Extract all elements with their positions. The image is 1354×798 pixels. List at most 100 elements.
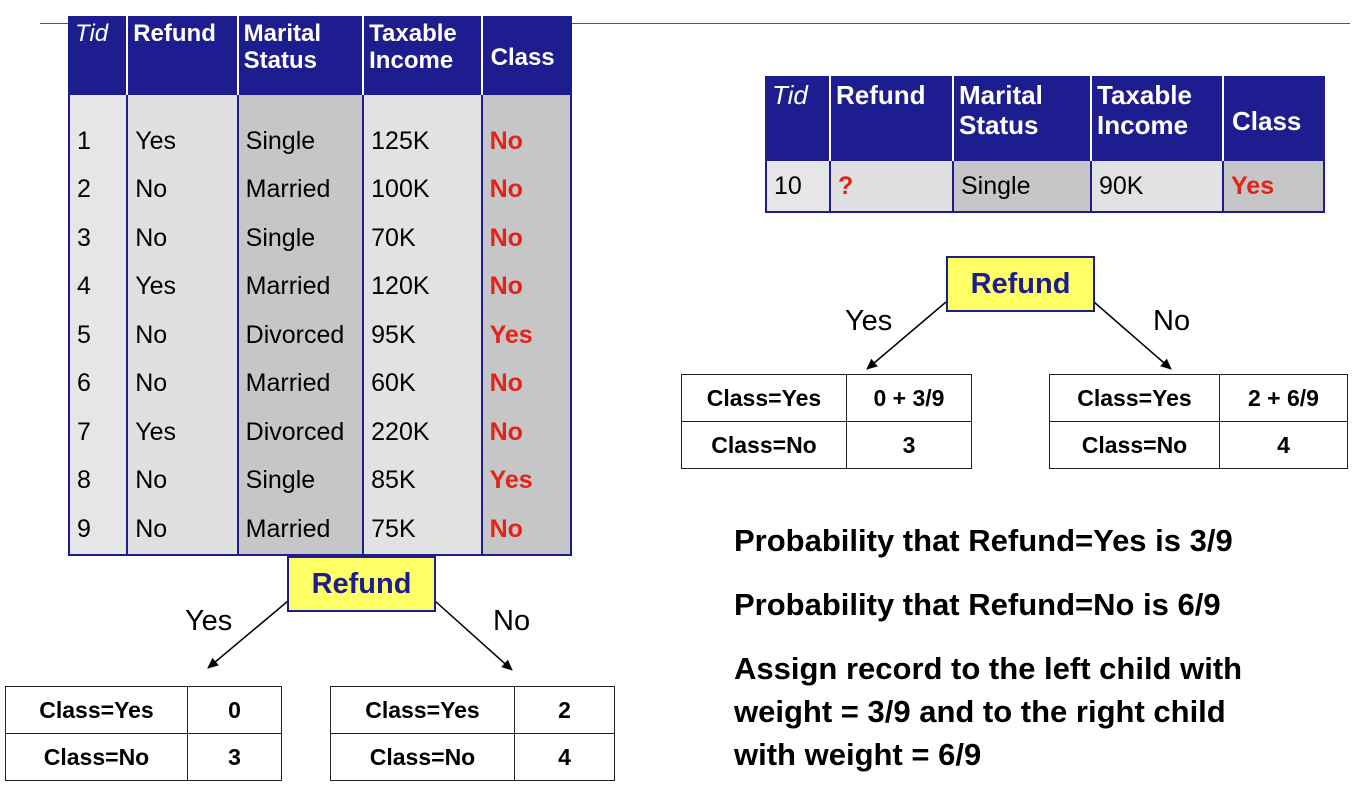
table-row: Class=No 3 [681, 421, 972, 469]
cell-marital: Married [237, 165, 365, 214]
right-refund-node: Refund [946, 256, 1095, 312]
cell-refund: No [127, 165, 239, 214]
test-record-table: Tid Refund Marital Status Taxable Income… [765, 76, 1325, 213]
header-tid: Tid [766, 77, 831, 161]
cell-tid: 2 [69, 165, 129, 214]
table-row: Class=Yes 2 [330, 686, 615, 734]
slide-divider-line [40, 23, 1350, 24]
cell-marital: Single [237, 117, 365, 166]
cell-tid: 5 [69, 311, 129, 360]
cell-class: No [481, 262, 571, 311]
cell-income: 95K [363, 311, 483, 360]
header-taxable-income: Taxable Income [1091, 77, 1224, 161]
cell-income: 125K [363, 117, 483, 166]
cell-marital: Married [237, 262, 365, 311]
cell-tid: 6 [69, 359, 129, 408]
cell-refund: No [127, 359, 239, 408]
cell-refund: Yes [127, 117, 239, 166]
count-label: Class=No [330, 733, 515, 781]
cell-refund: No [127, 214, 239, 263]
header-refund: Refund [830, 77, 954, 161]
header-marital-status: Marital Status [237, 17, 365, 95]
cell-tid: 7 [69, 408, 129, 457]
header-class: Class [1223, 77, 1324, 161]
table-row: Class=Yes 2 + 6/9 [1049, 374, 1348, 422]
cell-refund: No [127, 505, 239, 555]
cell-tid: 9 [69, 505, 129, 555]
cell-class: No [481, 408, 571, 457]
cell-marital: Married [237, 359, 365, 408]
count-label: Class=Yes [681, 374, 847, 422]
count-value: 3 [846, 421, 972, 469]
cell-tid: 8 [69, 456, 129, 505]
table-row: 10 ? Single 90K Yes [766, 161, 1324, 212]
cell-class: No [481, 359, 571, 408]
training-data-table: Tid Refund Marital Status Taxable Income… [68, 16, 572, 556]
header-marital-status: Marital Status [953, 77, 1092, 161]
table-row: 5 No Divorced 95K Yes [69, 311, 571, 360]
cell-refund: No [127, 456, 239, 505]
cell-marital: Married [237, 505, 365, 555]
cell-income: 60K [363, 359, 483, 408]
right-no-label: No [1153, 305, 1191, 337]
cell-class: No [481, 214, 571, 263]
cell-income: 100K [363, 165, 483, 214]
count-value: 2 + 6/9 [1219, 374, 1348, 422]
left-yes-label: Yes [185, 605, 233, 637]
cell-refund: Yes [127, 408, 239, 457]
cell-marital: Single [953, 161, 1092, 212]
cell-class: No [481, 117, 571, 166]
cell-income: 220K [363, 408, 483, 457]
table-row: Class=Yes 0 + 3/9 [681, 374, 972, 422]
assign-line-1: Assign record to the left child with [734, 651, 1243, 686]
assign-line-2: weight = 3/9 and to the right child [734, 694, 1226, 729]
cell-refund: Yes [127, 262, 239, 311]
left-tree-no-arrow [434, 600, 513, 671]
count-value: 2 [514, 686, 615, 734]
table-row: Class=No 3 [5, 733, 282, 781]
assign-line-3: with weight = 6/9 [734, 737, 982, 772]
table-row: 1 Yes Single 125K No [69, 117, 571, 166]
table-row: 7 Yes Divorced 220K No [69, 408, 571, 457]
cell-refund-missing: ? [830, 161, 954, 212]
header-refund: Refund [127, 17, 239, 95]
cell-tid: 10 [766, 161, 831, 212]
cell-income: 75K [363, 505, 483, 555]
cell-marital: Divorced [237, 408, 365, 457]
table-row: Class=No 4 [330, 733, 615, 781]
header-taxable-income: Taxable Income [363, 17, 483, 95]
table-row: 9 No Married 75K No [69, 505, 571, 555]
right-tree-no-arrow [1093, 301, 1172, 370]
cell-tid: 3 [69, 214, 129, 263]
table-row: 2 No Married 100K No [69, 165, 571, 214]
cell-income: 90K [1091, 161, 1224, 212]
count-label: Class=Yes [330, 686, 515, 734]
table-row: 3 No Single 70K No [69, 214, 571, 263]
cell-income: 120K [363, 262, 483, 311]
cell-tid: 1 [69, 117, 129, 166]
count-label: Class=No [681, 421, 847, 469]
assign-weight-text: Assign record to the left child with wei… [734, 647, 1242, 776]
left-no-count-table: Class=Yes 2 Class=No 4 [330, 686, 615, 781]
cell-income: 70K [363, 214, 483, 263]
count-label: Class=Yes [5, 686, 188, 734]
left-tree-yes-arrow [207, 600, 289, 669]
table-row: 8 No Single 85K Yes [69, 456, 571, 505]
count-label: Class=No [1049, 421, 1220, 469]
table-row: Class=Yes 0 [5, 686, 282, 734]
count-value: 4 [1219, 421, 1348, 469]
cell-marital: Single [237, 214, 365, 263]
probability-refund-no: Probability that Refund=No is 6/9 [734, 587, 1221, 622]
right-no-count-table: Class=Yes 2 + 6/9 Class=No 4 [1049, 374, 1348, 469]
cell-class: No [481, 165, 571, 214]
left-refund-node: Refund [287, 556, 436, 612]
header-class: Class [481, 17, 571, 95]
cell-class: Yes [481, 456, 571, 505]
cell-marital: Single [237, 456, 365, 505]
left-no-label: No [493, 605, 531, 637]
cell-marital: Divorced [237, 311, 365, 360]
cell-tid: 4 [69, 262, 129, 311]
right-yes-label: Yes [845, 305, 893, 337]
header-tid: Tid [69, 17, 129, 95]
probability-refund-yes: Probability that Refund=Yes is 3/9 [734, 523, 1233, 558]
